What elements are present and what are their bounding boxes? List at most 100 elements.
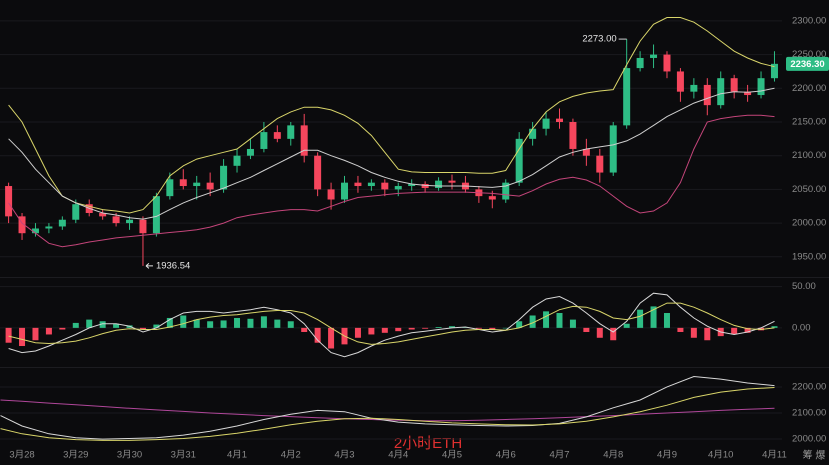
- macd-bar: [623, 323, 630, 328]
- annotation-label: 1936.54: [156, 260, 190, 271]
- candle-body: [515, 138, 523, 183]
- candle-body: [676, 71, 684, 92]
- macd-bar: [86, 319, 93, 328]
- candle-body: [5, 186, 13, 217]
- x-tick-label: 3月28: [9, 450, 34, 461]
- macd-bar: [113, 323, 120, 328]
- candle-body: [381, 182, 389, 190]
- y-tick-label: 2150.00: [792, 117, 826, 128]
- indicator-line: [0, 399, 775, 422]
- x-tick-label: 4月4: [388, 450, 408, 461]
- macd-bar: [314, 327, 321, 343]
- macd-bar: [180, 315, 187, 328]
- y-tick-label: 0.00: [792, 322, 811, 333]
- candle-body: [206, 182, 214, 190]
- candle-body: [314, 155, 322, 190]
- x-tick-label: 3月29: [63, 450, 88, 461]
- candle-body: [770, 63, 778, 79]
- y-tick-label: 2000.00: [792, 434, 826, 445]
- macd-bar: [72, 322, 79, 328]
- macd-bar: [650, 306, 657, 328]
- annotation-arrow: [145, 262, 153, 269]
- y-tick-label: 2300.00: [792, 15, 826, 26]
- macd-bar: [274, 319, 281, 328]
- candle-body: [555, 118, 563, 122]
- macd-bar: [354, 327, 361, 338]
- macd-bar: [569, 319, 576, 328]
- macd-bar: [247, 318, 254, 328]
- candle-body: [31, 228, 39, 234]
- macd-bar: [220, 320, 227, 328]
- y-tick-label: 2250.00: [792, 49, 826, 60]
- candle-body: [596, 155, 604, 173]
- candle-body: [730, 78, 738, 92]
- macd-bar: [449, 326, 456, 328]
- candle-body: [636, 57, 644, 69]
- candle-body: [609, 125, 617, 173]
- candle-body: [327, 189, 335, 200]
- last-price-tag: [786, 56, 829, 71]
- x-tick-label: 4月1: [227, 450, 247, 461]
- macd-bar: [677, 327, 684, 332]
- y-tick-label: 1950.00: [792, 251, 826, 262]
- macd-bar: [328, 327, 335, 349]
- macd-line: [8, 292, 775, 358]
- macd-bar: [529, 315, 536, 328]
- candle-body: [690, 84, 698, 92]
- macd-bar: [422, 327, 429, 329]
- macd-bar: [475, 327, 482, 329]
- y-tick-label: 2100.00: [792, 408, 826, 419]
- macd-bar: [516, 321, 523, 328]
- macd-bar: [543, 311, 550, 328]
- candle-body: [421, 184, 429, 189]
- macd-bar: [583, 327, 590, 332]
- macd-bar: [408, 327, 415, 330]
- x-tick-label: 4月7: [549, 450, 569, 461]
- candle-body: [112, 216, 120, 224]
- indicator-line: [0, 375, 775, 440]
- macd-bar: [690, 327, 697, 338]
- candle-body: [139, 219, 147, 234]
- macd-bar: [395, 327, 402, 332]
- macd-bar: [139, 327, 146, 330]
- x-tick-label: 4月6: [496, 450, 516, 461]
- candle-body: [408, 184, 416, 187]
- candle-body: [193, 182, 201, 187]
- macd-bar: [59, 327, 66, 330]
- candle-body: [246, 148, 254, 156]
- macd-bar: [637, 309, 644, 328]
- macd-bar: [45, 327, 52, 335]
- candle-body: [45, 226, 53, 229]
- macd-bar: [32, 327, 39, 341]
- macd-bar: [596, 327, 603, 338]
- x-tick-label: 4月11: [762, 450, 787, 461]
- macd-bar: [301, 327, 308, 332]
- y-tick-label: 50.00: [792, 281, 816, 292]
- x-tick-label: 4月3: [334, 450, 354, 461]
- macd-bar: [166, 317, 173, 328]
- watermark: 2小时ETH: [394, 435, 462, 452]
- macd-bar: [502, 327, 509, 329]
- indicator-line: [0, 387, 775, 441]
- candle-body: [287, 125, 295, 139]
- candle-body: [663, 54, 671, 72]
- macd-bar: [381, 327, 388, 333]
- candle-body: [18, 216, 26, 234]
- candle-body: [72, 204, 80, 220]
- x-tick-label: 4月2: [281, 450, 301, 461]
- macd-bar: [489, 327, 496, 330]
- macd-bar: [704, 327, 711, 341]
- candle-body: [233, 155, 241, 166]
- macd-bar: [193, 319, 200, 328]
- candle-body: [58, 219, 66, 227]
- candle-body: [488, 196, 496, 200]
- candle-body: [99, 212, 107, 217]
- x-tick-label: 3月31: [171, 450, 196, 461]
- y-tick-label: 2050.00: [792, 184, 826, 195]
- candle-body: [650, 54, 658, 58]
- candle-body: [166, 179, 174, 197]
- y-tick-label: 2200.00: [792, 381, 826, 392]
- candle-body: [703, 84, 711, 106]
- candle-body: [260, 132, 268, 149]
